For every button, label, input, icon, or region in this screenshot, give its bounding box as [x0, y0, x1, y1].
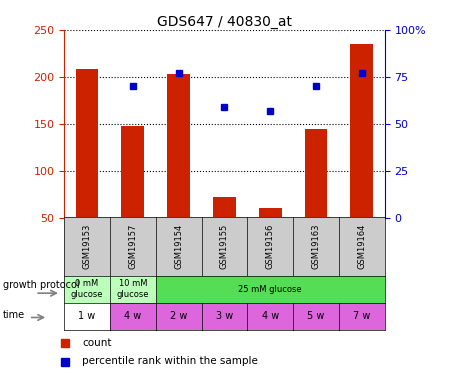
Text: 1 w: 1 w	[78, 311, 96, 321]
Text: 4 w: 4 w	[262, 311, 279, 321]
Text: GSM19157: GSM19157	[128, 224, 137, 269]
Text: growth protocol: growth protocol	[3, 280, 80, 290]
Text: 10 mM
glucose: 10 mM glucose	[117, 279, 149, 299]
Bar	[213, 197, 236, 217]
Text: GSM19154: GSM19154	[174, 224, 183, 269]
Text: GSM19163: GSM19163	[311, 224, 321, 269]
Bar	[76, 69, 98, 218]
Text: time: time	[3, 310, 25, 320]
Text: GSM19155: GSM19155	[220, 224, 229, 269]
Text: 4 w: 4 w	[124, 311, 142, 321]
Text: GSM19156: GSM19156	[266, 224, 275, 269]
Bar	[121, 126, 144, 218]
Bar	[350, 44, 373, 218]
Text: 25 mM glucose: 25 mM glucose	[239, 285, 302, 294]
Text: count: count	[82, 338, 112, 348]
Title: GDS647 / 40830_at: GDS647 / 40830_at	[157, 15, 292, 29]
Text: 0 mM
glucose: 0 mM glucose	[71, 279, 103, 299]
Text: GSM19153: GSM19153	[82, 224, 92, 269]
Text: percentile rank within the sample: percentile rank within the sample	[82, 357, 258, 366]
Text: 7 w: 7 w	[353, 311, 371, 321]
Text: GSM19164: GSM19164	[357, 224, 366, 269]
Bar	[167, 74, 190, 217]
Text: 5 w: 5 w	[307, 311, 325, 321]
Text: 3 w: 3 w	[216, 311, 233, 321]
Bar	[305, 129, 327, 218]
Bar	[259, 208, 282, 218]
Text: 2 w: 2 w	[170, 311, 187, 321]
